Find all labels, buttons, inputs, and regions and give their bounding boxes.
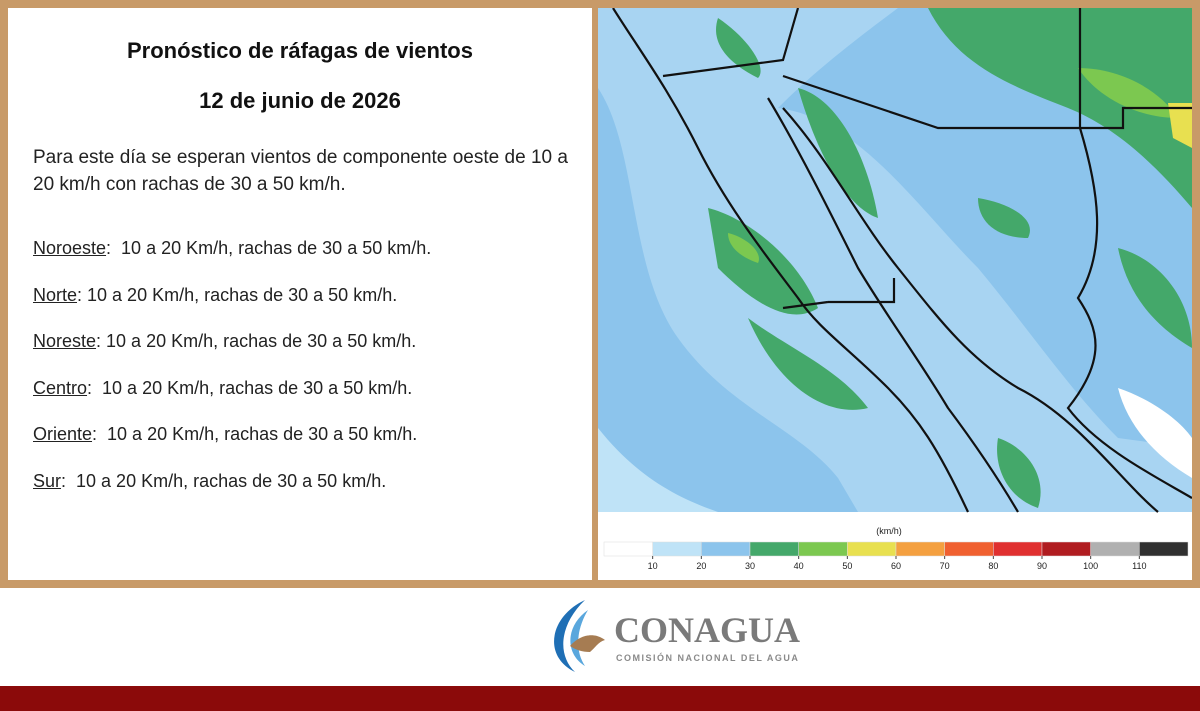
intro: Para este día se esperan vientos de comp… <box>33 147 568 195</box>
legend-tick-label: 90 <box>1037 561 1047 571</box>
border <box>1066 127 1193 499</box>
region-text: : 10 a 20 Km/h, rachas de 30 a 50 km/h. <box>77 284 398 305</box>
title: Pronóstico de ráfagas de vientos <box>127 38 473 63</box>
border <box>1080 106 1192 130</box>
wind-zone <box>978 198 1030 238</box>
legend-swatch <box>603 541 653 557</box>
coastline <box>767 97 1019 513</box>
region-text: : 10 a 20 Km/h, rachas de 30 a 50 km/h. <box>61 470 387 491</box>
coastlines <box>612 7 1193 513</box>
legend-swatch <box>701 541 751 557</box>
legend-tick-label: 80 <box>988 561 998 571</box>
legend-swatch <box>1041 541 1091 557</box>
region-name: Oriente <box>33 424 93 444</box>
wind-zone <box>598 88 858 512</box>
legend-swatch <box>993 541 1043 557</box>
legend-tick-label: 30 <box>745 561 755 571</box>
region-name: Noroeste <box>33 238 107 258</box>
wind-zone <box>997 438 1041 508</box>
legend-swatch <box>749 541 799 557</box>
wind-zone <box>928 8 1192 208</box>
legend-tick-label: 70 <box>940 561 950 571</box>
region-name: Noreste <box>33 331 97 351</box>
date: 12 de junio de 2026 <box>199 88 401 113</box>
wind-zone <box>778 8 1192 448</box>
wind-zone <box>798 88 878 218</box>
legend-tick-label: 10 <box>648 561 658 571</box>
coastline <box>612 7 969 513</box>
wind-zone <box>1078 68 1178 118</box>
logo: CONAGUA COMISIÓN NACIONAL DEL AGUA <box>554 600 800 672</box>
region: Noreste: 10 a 20 Km/h, rachas de 30 a 50… <box>33 331 416 352</box>
map-panel: (km/h) 10 20 30 40 50 60 70 80 90 100 110 <box>598 7 1193 580</box>
wind-zone <box>598 428 718 512</box>
logo-subtitle: COMISIÓN NACIONAL DEL AGUA <box>616 652 799 663</box>
map: (km/h) 10 20 30 40 50 60 70 80 90 100 110 <box>598 7 1193 571</box>
legend-tick-label: 20 <box>696 561 706 571</box>
border <box>782 8 1082 130</box>
region-text: : 10 a 20 Km/h, rachas de 30 a 50 km/h. <box>92 424 418 444</box>
region-name: Norte <box>33 284 78 305</box>
legend-swatch <box>944 541 994 557</box>
region: Sur: 10 a 20 Km/h, rachas de 30 a 50 km/… <box>33 471 386 492</box>
legend-tick-label: 60 <box>891 561 901 571</box>
logo-wave <box>554 600 585 672</box>
coastline <box>782 107 1159 513</box>
legend-tick-label: 100 <box>1083 561 1098 571</box>
border <box>662 7 800 78</box>
border <box>782 300 829 310</box>
logo-name: CONAGUA <box>614 610 800 650</box>
wind-zone <box>748 318 868 410</box>
legend-swatch <box>652 541 702 557</box>
region-text: : 10 a 20 Km/h, rachas de 30 a 50 km/h. <box>87 377 413 398</box>
wind-zone <box>716 18 761 78</box>
text-panel: Pronóstico de ráfagas de vientos 12 de j… <box>8 8 592 580</box>
footer-bar <box>0 686 1200 711</box>
region-name: Sur <box>33 470 62 491</box>
wind-zone <box>1118 248 1192 348</box>
region-text: : 10 a 20 Km/h, rachas de 30 a 50 km/h. <box>106 238 432 258</box>
wind-zone <box>1168 103 1192 148</box>
legend-tick-label: 110 <box>1132 561 1146 571</box>
border <box>828 278 896 304</box>
logo-wave <box>570 610 588 666</box>
region: Norte: 10 a 20 Km/h, rachas de 30 a 50 k… <box>33 285 397 306</box>
legend-swatch <box>895 541 945 557</box>
region: Oriente: 10 a 20 Km/h, rachas de 30 a 50… <box>33 424 417 445</box>
legend-tick-label: 40 <box>794 561 804 571</box>
legend-unit: (km/h) <box>876 526 902 536</box>
region: Centro: 10 a 20 Km/h, rachas de 30 a 50 … <box>33 378 412 399</box>
wind-zone <box>728 233 759 263</box>
region-name: Centro <box>33 377 88 398</box>
legend-tick-label: 50 <box>842 561 852 571</box>
logo-bird <box>570 635 605 652</box>
region-text: : 10 a 20 Km/h, rachas de 30 a 50 km/h. <box>96 331 417 351</box>
region: Noroeste: 10 a 20 Km/h, rachas de 30 a 5… <box>33 238 431 259</box>
legend-swatch <box>1090 541 1140 557</box>
legend-swatch <box>798 541 848 557</box>
wind-zone <box>1118 388 1192 478</box>
legend-swatch <box>1139 541 1189 557</box>
legend-swatch <box>847 541 897 557</box>
